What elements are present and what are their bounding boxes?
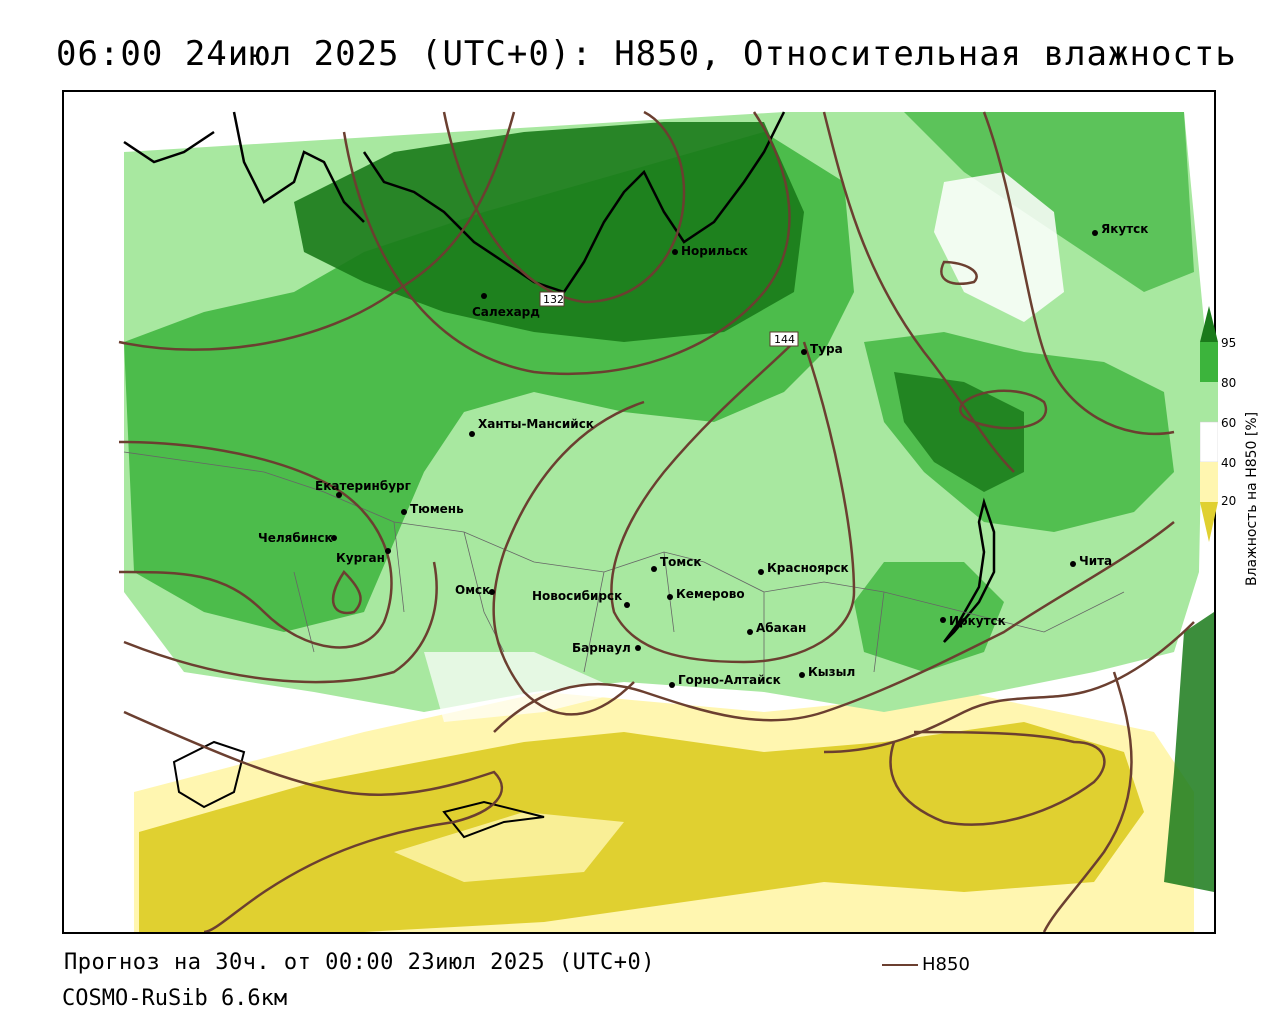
- city-khanty-mansiysk: Ханты-Мансийск: [469, 417, 594, 437]
- svg-text:Томск: Томск: [660, 555, 702, 569]
- moist-zone-dark-north: [294, 122, 804, 342]
- colorbar-tick-95: 95: [1221, 336, 1237, 350]
- colorbar-cap-top: [1200, 306, 1218, 342]
- city-kurgan: Курган: [336, 548, 391, 565]
- contour-label-144: 144: [769, 331, 799, 347]
- city-gorno-altaysk: Горно-Алтайск: [669, 673, 781, 688]
- caspian-coast: [172, 740, 545, 839]
- svg-text:Иркутск: Иркутск: [949, 614, 1006, 628]
- colorbar-title: Влажность на H850 [%]: [1244, 411, 1260, 586]
- svg-text:Екатеринбург: Екатеринбург: [315, 479, 411, 493]
- svg-text:Ханты-Мансийск: Ханты-Мансийск: [478, 417, 594, 431]
- colorbar-80: [1200, 342, 1218, 382]
- svg-text:Красноярск: Красноярск: [767, 561, 849, 575]
- forecast-info: Прогноз на 30ч. от 00:00 23июл 2025 (UTC…: [64, 950, 656, 975]
- contour-legend-line: [882, 964, 918, 966]
- moist-zone-dark-east: [894, 372, 1024, 492]
- svg-text:Горно-Алтайск: Горно-Алтайск: [678, 673, 781, 687]
- city-omsk: Омск: [455, 583, 495, 597]
- svg-text:Барнаул: Барнаул: [572, 641, 631, 655]
- model-name: COSMO-RuSib 6.6км: [62, 986, 288, 1011]
- city-salekhard: Салехард: [472, 293, 540, 319]
- coastline: [123, 111, 786, 294]
- city-yakutsk: Якутск: [1092, 222, 1148, 236]
- city-krasnoyarsk: Красноярск: [758, 561, 849, 575]
- svg-text:Чита: Чита: [1079, 554, 1112, 568]
- city-tyumen: Тюмень: [401, 502, 464, 516]
- svg-text:Тура: Тура: [810, 342, 843, 356]
- city-norilsk: Норильск: [672, 244, 748, 258]
- lake-baikal: [943, 497, 996, 643]
- city-abakan: Абакан: [747, 621, 806, 635]
- colorbar-50: [1200, 421, 1218, 463]
- colorbar-cap-bottom: [1200, 502, 1218, 542]
- svg-text:Якутск: Якутск: [1101, 222, 1148, 236]
- moist-zone-medium-ne: [904, 112, 1194, 292]
- svg-text:Новосибирск: Новосибирск: [532, 589, 622, 603]
- contour-label-132: 132: [539, 291, 565, 307]
- city-irkutsk: Иркутск: [940, 614, 1006, 628]
- moist-zone-medium-south: [854, 562, 1004, 672]
- svg-text:Курган: Курган: [336, 551, 385, 565]
- city-tomsk: Томск: [651, 555, 702, 572]
- city-kemerovo: Кемерово: [667, 587, 745, 601]
- city-tura: Тура: [801, 342, 843, 356]
- white-patch-mid: [424, 652, 624, 722]
- svg-text:Кемерово: Кемерово: [676, 587, 745, 601]
- svg-text:Кызыл: Кызыл: [808, 665, 855, 679]
- contour-legend-label: H850: [922, 954, 970, 975]
- colorbar-tick-80: 80: [1221, 376, 1237, 390]
- map-title: 06:00 24июл 2025 (UTC+0): H850, Относите…: [56, 34, 1237, 74]
- city-kyzyl: Кызыл: [799, 665, 855, 679]
- city-novosibirsk: Новосибирск: [532, 589, 630, 608]
- colorbar-40: [1200, 462, 1218, 502]
- city-markers: Якутск Норильск Салехард Тура Ханты-Манс…: [258, 222, 1148, 688]
- svg-text:132: 132: [543, 293, 564, 306]
- map-canvas: 132 144 Якутск Норильск Салехард Тура Ха…: [118, 110, 1214, 932]
- svg-text:Салехард: Салехард: [472, 305, 540, 319]
- dry-zone-light-inner: [394, 812, 624, 882]
- humidity-map: 132 144 Якутск Норильск Салехард Тура Ха…: [62, 90, 1216, 934]
- colorbar-tick-60: 60: [1221, 416, 1237, 430]
- svg-text:Челябинск: Челябинск: [258, 531, 333, 545]
- humidity-colorbar: [1200, 306, 1218, 542]
- svg-text:Тюмень: Тюмень: [410, 502, 464, 516]
- svg-text:144: 144: [774, 333, 795, 346]
- city-barnaul: Барнаул: [572, 641, 641, 655]
- svg-text:Норильск: Норильск: [681, 244, 748, 258]
- h850-contours: [118, 110, 1195, 932]
- colorbar-60: [1200, 382, 1218, 422]
- city-chita: Чита: [1070, 554, 1112, 568]
- colorbar-tick-40: 40: [1221, 456, 1237, 470]
- city-chelyabinsk: Челябинск: [258, 531, 337, 545]
- moist-zone-dark-east2: [1164, 612, 1214, 892]
- city-yekaterinburg: Екатеринбург: [315, 479, 411, 498]
- regional-borders: [123, 451, 1125, 682]
- svg-text:Омск: Омск: [455, 583, 490, 597]
- colorbar-tick-20: 20: [1221, 494, 1237, 508]
- svg-text:Абакан: Абакан: [756, 621, 806, 635]
